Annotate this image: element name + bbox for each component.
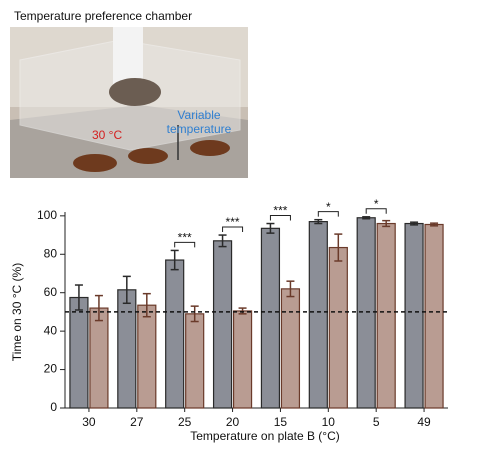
significance-bracket [317,211,339,217]
bar [165,259,185,409]
bar [69,296,89,409]
error-bar [362,216,371,220]
error-bar [94,294,103,322]
error-bar [142,292,151,318]
x-tick-label: 10 [322,415,336,429]
y-tick-label: 100 [37,208,57,222]
x-tick-label: 25 [178,415,192,429]
bar [404,222,424,409]
bar [117,289,137,409]
photo-label: 30 °C [92,128,122,142]
x-tick-label: 20 [226,415,240,429]
photo-label: temperature [167,122,232,136]
error-bar [334,233,343,262]
error-bar [410,221,419,226]
error-bar [266,222,275,234]
bar [424,223,444,409]
bar [356,217,376,409]
x-tick-label: 49 [417,415,431,429]
bar [185,313,205,409]
x-tick-label: 27 [130,415,144,429]
error-bar [122,275,131,305]
y-tick-label: 20 [44,362,58,376]
significance-label: *** [273,204,287,218]
photo-title: Temperature preference chamber [14,9,192,23]
error-bar [238,307,247,315]
significance-bracket [222,226,244,233]
x-tick-label: 30 [82,415,96,429]
x-axis-label: Temperature on plate B (°C) [190,429,340,443]
bar [212,240,233,409]
bar [232,310,253,409]
significance-label: *** [178,231,192,245]
x-tick-label: 5 [373,415,380,429]
significance-label: *** [226,215,240,229]
bar [89,307,109,409]
photo [10,27,248,178]
significance-bracket [174,241,196,248]
significance-label: * [326,200,331,214]
error-bar [218,234,227,248]
error-bar [314,218,323,225]
error-bar [74,284,83,311]
y-tick-label: 40 [44,323,58,337]
bar [308,221,328,409]
y-tick-label: 60 [44,285,58,299]
error-bar [170,249,179,271]
error-bar [430,222,439,227]
significance-label: * [374,197,379,211]
bar [376,222,396,409]
y-tick-label: 80 [44,246,58,260]
bar [260,227,281,409]
bar [137,304,157,409]
x-tick-label: 15 [274,415,288,429]
photo-label: Variable [177,108,220,122]
bar [280,288,301,409]
bar [328,246,348,409]
error-bar [382,219,391,228]
y-tick-label: 0 [50,400,57,414]
significance-bracket [269,215,291,221]
y-axis-label: Time on 30 °C (%) [10,263,24,361]
significance-bracket [365,208,387,214]
error-bar [190,305,199,323]
error-bar [286,280,295,298]
